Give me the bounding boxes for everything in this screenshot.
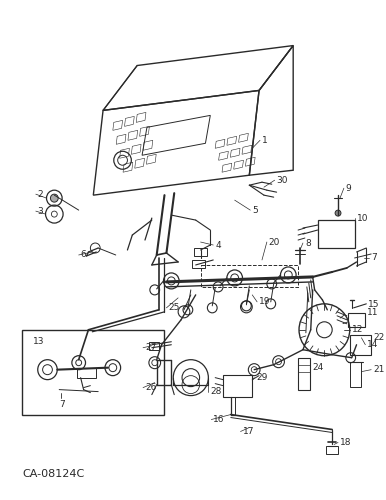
Text: 15: 15 [368,300,380,310]
Bar [22,330,164,414]
Text: 5: 5 [252,206,258,214]
Bar [194,248,207,256]
Bar [350,362,361,386]
Text: 2: 2 [38,190,43,198]
Text: 8: 8 [305,238,311,248]
Text: 1: 1 [262,136,268,145]
Bar [348,313,365,327]
Text: 21: 21 [373,365,384,374]
Text: 12: 12 [352,326,363,334]
Text: 10: 10 [357,214,368,222]
Bar [223,374,252,396]
Text: 19: 19 [259,298,271,306]
Text: 20: 20 [269,238,280,246]
Text: 6: 6 [81,250,86,260]
Text: 25: 25 [168,304,180,312]
Text: 4: 4 [215,240,221,250]
Text: 9: 9 [346,184,352,192]
Text: 13: 13 [33,337,44,346]
Text: 26: 26 [145,383,156,392]
Text: 24: 24 [313,363,324,372]
Text: 16: 16 [213,415,225,424]
Text: 11: 11 [367,308,379,318]
Bar [201,265,298,287]
Circle shape [51,194,58,202]
Text: 17: 17 [242,427,254,436]
Text: 30: 30 [277,176,288,184]
Text: 7: 7 [371,254,377,262]
Text: 27: 27 [145,343,156,352]
Text: 29: 29 [256,373,267,382]
Circle shape [335,210,341,216]
Text: 14: 14 [367,340,379,349]
Text: 28: 28 [210,387,222,396]
Bar [298,358,310,390]
Bar [350,335,371,354]
Text: 3: 3 [38,206,44,216]
Bar [192,260,205,268]
Bar [149,342,159,349]
Bar [318,220,355,248]
Text: 22: 22 [373,334,384,342]
Bar [326,446,338,454]
Text: 18: 18 [340,438,352,447]
Text: 7: 7 [59,400,65,409]
Bar [77,368,96,378]
Text: CA-08124C: CA-08124C [22,470,85,480]
